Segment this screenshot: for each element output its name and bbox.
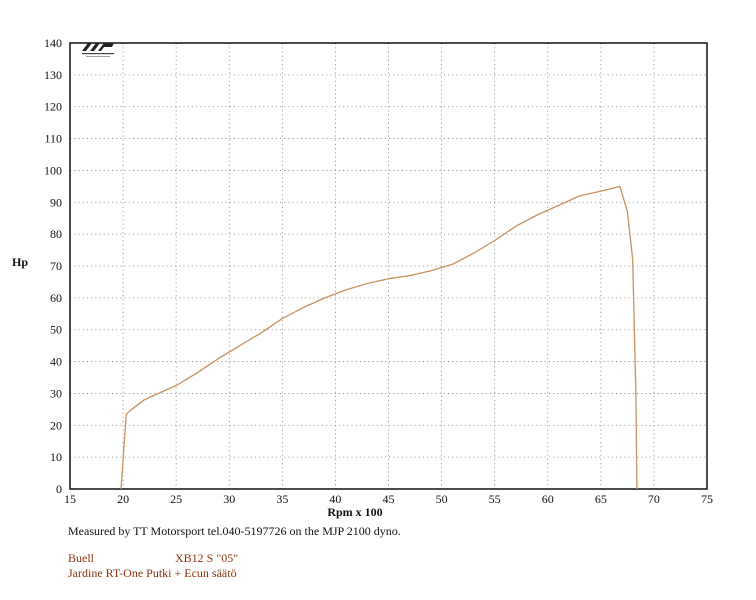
x-axis-label: Rpm x 100 [327,505,382,519]
x-tick-label: 55 [489,492,501,506]
y-tick-label: 30 [50,386,62,400]
y-tick-label: 10 [50,450,62,464]
x-tick-label: 75 [701,492,713,506]
y-tick-label: 70 [50,259,62,273]
series-layer [120,185,638,490]
y-tick-label: 110 [44,132,62,146]
x-tick-label: 60 [542,492,554,506]
x-tick-label: 40 [329,492,341,506]
vehicle-modifications: Jardine RT-One Putki + Ecun säätö [68,566,237,580]
y-tick-label: 140 [44,36,62,50]
mjp-dyno-logo-icon [80,41,118,61]
y-tick-label: 80 [50,227,62,241]
x-tick-label: 15 [64,492,76,506]
x-tick-label: 30 [223,492,235,506]
power-curve-line [120,185,638,490]
vehicle-model: XB12 S "05" [175,551,239,565]
x-tick-label: 50 [436,492,448,506]
y-tick-label: 50 [50,323,62,337]
y-tick-label: 20 [50,418,62,432]
grid-lines [70,43,707,489]
y-tick-labels: 0 10 20 30 40 50 60 70 80 90 100 110 120 130 140 [44,36,62,496]
y-tick-label: 60 [50,291,62,305]
x-tick-label: 25 [170,492,182,506]
plot-frame [69,42,708,490]
x-tick-label: 20 [117,492,129,506]
y-tick-label: 0 [56,482,62,496]
y-tick-label: 40 [50,355,62,369]
y-tick-label: 130 [44,68,62,82]
y-axis-label: Hp [12,255,28,269]
y-tick-label: 120 [44,100,62,114]
x-tick-label: 45 [383,492,395,506]
y-tick-label: 90 [50,195,62,209]
vehicle-make: Buell [68,551,94,565]
x-tick-label: 65 [595,492,607,506]
measurement-caption: Measured by TT Motorsport tel.040-519772… [68,524,401,538]
x-tick-label: 35 [276,492,288,506]
x-tick-label: 70 [648,492,660,506]
x-tick-labels: 15 20 25 30 35 40 45 50 55 60 65 70 75 [64,492,713,506]
y-tick-label: 100 [44,163,62,177]
